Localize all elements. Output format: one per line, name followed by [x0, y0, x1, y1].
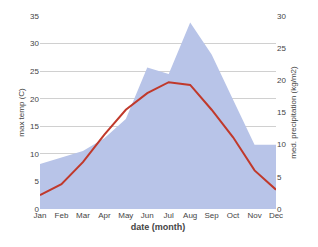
svg-text:25: 25	[277, 44, 286, 53]
svg-text:15: 15	[277, 108, 286, 117]
svg-text:10: 10	[30, 150, 39, 159]
svg-text:20: 20	[30, 95, 39, 104]
svg-text:date (month): date (month)	[131, 222, 186, 232]
svg-text:35: 35	[30, 12, 39, 21]
svg-text:0: 0	[277, 205, 282, 214]
svg-text:Dec: Dec	[269, 211, 283, 220]
svg-text:20: 20	[277, 76, 286, 85]
svg-text:5: 5	[35, 177, 40, 186]
svg-text:0: 0	[35, 205, 40, 214]
svg-text:Jul: Jul	[164, 211, 174, 220]
svg-text:30: 30	[30, 39, 39, 48]
svg-text:25: 25	[30, 67, 39, 76]
svg-text:May: May	[118, 211, 133, 220]
svg-text:med. precipitation (kg/m2): med. precipitation (kg/m2)	[289, 66, 298, 159]
svg-text:Feb: Feb	[55, 211, 69, 220]
svg-text:Jan: Jan	[34, 211, 47, 220]
svg-text:15: 15	[30, 122, 39, 131]
svg-text:30: 30	[277, 12, 286, 21]
svg-text:Jun: Jun	[141, 211, 154, 220]
svg-text:Mar: Mar	[76, 211, 90, 220]
svg-text:Aug: Aug	[183, 211, 197, 220]
svg-text:Oct: Oct	[227, 211, 240, 220]
svg-text:max temp (C): max temp (C)	[17, 88, 26, 137]
svg-text:5: 5	[277, 173, 282, 182]
svg-text:Apr: Apr	[98, 211, 111, 220]
svg-text:10: 10	[277, 140, 286, 149]
svg-text:Sep: Sep	[205, 211, 220, 220]
svg-text:Nov: Nov	[247, 211, 261, 220]
